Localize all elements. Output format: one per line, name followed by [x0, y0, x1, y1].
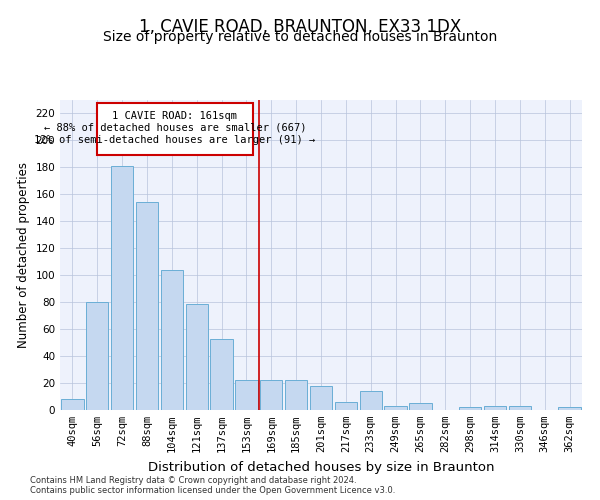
Text: Size of property relative to detached houses in Braunton: Size of property relative to detached ho… — [103, 30, 497, 44]
Bar — [211, 338, 233, 410]
Text: Contains HM Land Registry data © Crown copyright and database right 2024.: Contains HM Land Registry data © Crown c… — [30, 476, 356, 485]
Bar — [509, 406, 531, 410]
Text: 1 CAVIE ROAD: 161sqm: 1 CAVIE ROAD: 161sqm — [112, 111, 238, 121]
Bar — [111, 166, 133, 410]
Bar — [359, 391, 382, 410]
Bar — [335, 402, 357, 410]
Bar — [260, 380, 283, 410]
Bar — [136, 202, 158, 410]
Bar — [161, 270, 183, 410]
Text: ← 88% of detached houses are smaller (667): ← 88% of detached houses are smaller (66… — [44, 123, 306, 133]
Bar — [409, 404, 431, 410]
Bar — [559, 408, 581, 410]
Bar — [459, 408, 481, 410]
Bar — [61, 399, 83, 410]
Bar — [235, 380, 257, 410]
Text: 12% of semi-detached houses are larger (91) →: 12% of semi-detached houses are larger (… — [34, 135, 316, 145]
Bar — [484, 406, 506, 410]
Text: Contains public sector information licensed under the Open Government Licence v3: Contains public sector information licen… — [30, 486, 395, 495]
Bar — [385, 406, 407, 410]
Bar — [86, 302, 109, 410]
Y-axis label: Number of detached properties: Number of detached properties — [17, 162, 30, 348]
Bar — [185, 304, 208, 410]
Text: 1, CAVIE ROAD, BRAUNTON, EX33 1DX: 1, CAVIE ROAD, BRAUNTON, EX33 1DX — [139, 18, 461, 36]
Bar — [310, 386, 332, 410]
Bar — [285, 380, 307, 410]
X-axis label: Distribution of detached houses by size in Braunton: Distribution of detached houses by size … — [148, 460, 494, 473]
FancyBboxPatch shape — [97, 102, 253, 156]
